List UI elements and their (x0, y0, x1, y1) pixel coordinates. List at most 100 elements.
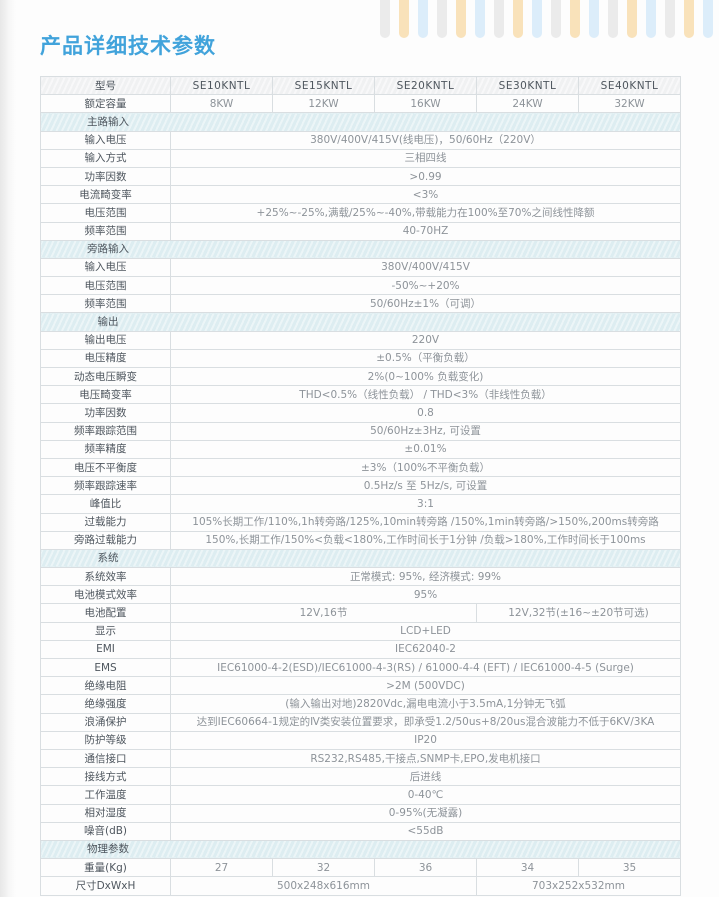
spec-label: 频率范围 (40, 294, 171, 314)
spec-label: EMS (40, 657, 171, 678)
section-cell: 输出 (40, 312, 681, 332)
spec-row: 频率跟踪速率 0.5Hz/s 至 5Hz/s, 可设置 (40, 476, 681, 496)
spec-row: 旁路过载能力 150%,长期工作/150%<负载<180%,工作时间长于1分钟 /… (40, 530, 681, 550)
spec-value: <55dB (170, 821, 681, 841)
spec-label: 频率跟踪速率 (40, 476, 171, 496)
spec-row: 功率因数 >0.99 (40, 166, 681, 187)
spec-value-left: 12V,16节 (170, 603, 477, 623)
spec-label: 相对湿度 (40, 803, 171, 823)
spec-value: 0-95%(无凝露) (170, 803, 681, 823)
model-header-cell: SE10KNTL (170, 75, 273, 96)
spec-value: >0.99 (170, 166, 681, 187)
spec-label: 通信接口 (40, 748, 171, 769)
spec-row: 频率精度 ±0.01% (40, 439, 681, 459)
spec-label: 频率精度 (40, 439, 171, 459)
spec-value: +25%~-25%,满载/25%~-40%,带载能力在100%至70%之间线性降… (170, 203, 681, 223)
spec-label: 系统效率 (40, 567, 171, 587)
section-cell: 系统 (40, 548, 681, 569)
spec-label: 频率跟踪范围 (40, 421, 171, 441)
spec-row: 输入电压 380V/400V/415V(线电压)，50/60Hz（220V） (40, 130, 681, 150)
spec-label: 工作温度 (40, 785, 171, 805)
spec-value: 40-70HZ (170, 221, 681, 241)
spec-row: 电压不平衡度 ±3%（100%不平衡负载） (40, 457, 681, 478)
decor-bar (551, 0, 561, 38)
spec-row: 电压范围 +25%~-25%,满载/25%~-40%,带载能力在100%至70%之… (40, 203, 681, 223)
spec-value: 0-40℃ (170, 785, 681, 805)
spec-row: 电压精度 ±0.5%（平衡负载） (40, 348, 681, 369)
spec-label: 动态电压瞬变 (40, 366, 171, 387)
decor-bar (494, 0, 504, 38)
spec-label: 绝缘电阻 (40, 676, 171, 696)
spec-value: <3% (170, 185, 681, 205)
section-label: 系统 (97, 552, 119, 565)
spec-label: 输入方式 (40, 148, 171, 168)
section-cell: 主路输入 (40, 112, 681, 132)
spec-row: EMS IEC61000-4-2(ESD)/IEC61000-4-3(RS) / … (40, 657, 681, 678)
model-header-label: 型号 (40, 75, 171, 96)
section-label: 旁路输入 (87, 243, 129, 256)
spec-value: ±3%（100%不平衡负载） (170, 457, 681, 478)
spec-value: 95% (170, 585, 681, 605)
spec-value: 3:1 (170, 494, 681, 514)
spec-label: 浪涌保护 (40, 712, 171, 732)
spec-label: 绝缘强度 (40, 694, 171, 714)
spec-label: 电池配置 (40, 603, 171, 623)
spec-value: 27 (170, 858, 273, 878)
spec-table-body: 型号 SE10KNTL SE15KNTL SE20KNTL SE30KNTL SE40KN… (40, 75, 681, 896)
spec-row: 频率范围 40-70HZ (40, 221, 681, 241)
spec-row: 电池模式效率 95% (40, 585, 681, 605)
spec-row-split: 电池配置 12V,16节 12V,32节(±16~±20节可选) (40, 603, 681, 623)
spec-row: 工作温度 0-40℃ (40, 785, 681, 805)
spec-label: 输入电压 (40, 257, 171, 278)
section-row: 主路输入 (40, 112, 681, 132)
spec-value: 8KW (170, 94, 273, 114)
spec-value: IP20 (170, 730, 681, 750)
spec-value: -50%~+20% (170, 276, 681, 296)
spec-value: 150%,长期工作/150%<负载<180%,工作时间长于1分钟 /负载>180… (170, 530, 681, 550)
spec-row: 系统效率 正常模式: 95%, 经济模式: 99% (40, 567, 681, 587)
spec-table: 型号 SE10KNTL SE15KNTL SE20KNTL SE30KNTL SE40KN… (40, 75, 681, 896)
model-header-cell: SE40KNTL (578, 75, 681, 96)
spec-row: EMI IEC62040-2 (40, 639, 681, 660)
decor-bar (627, 0, 637, 38)
spec-label: 功率因数 (40, 403, 171, 423)
model-header-cell: SE30KNTL (476, 75, 579, 96)
section-label: 物理参数 (87, 843, 129, 856)
spec-row-per-model: 额定容量 8KW 12KW 16KW 24KW 32KW (40, 94, 681, 114)
spec-value: 达到IEC60664-1规定的Ⅳ类安装位置要求，即承受1.2/50us+8/20… (170, 712, 681, 732)
spec-label: 电池模式效率 (40, 585, 171, 605)
page-edge-shade (0, 0, 16, 897)
spec-row: 显示 LCD+LED (40, 621, 681, 641)
spec-value: 0.8 (170, 403, 681, 423)
decor-bar (399, 0, 409, 38)
spec-label: 额定容量 (40, 94, 171, 114)
spec-value-left: 500x248x616mm (170, 876, 477, 896)
decor-bar (380, 0, 390, 38)
spec-row-split: 尺寸DxWxH 500x248x616mm 703x252x532mm (40, 876, 681, 896)
spec-row: 输入方式 三相四线 (40, 148, 681, 168)
spec-row: 噪音(dB) <55dB (40, 821, 681, 841)
spec-row: 绝缘强度 (输入输出对地)2820Vdc,漏电电流小于3.5mA,1分钟无飞弧 (40, 694, 681, 714)
decor-bar (684, 0, 694, 38)
spec-label: 重量(Kg) (40, 858, 171, 878)
spec-label: 电压范围 (40, 276, 171, 296)
spec-label: 电压范围 (40, 203, 171, 223)
spec-value-right: 12V,32节(±16~±20节可选) (476, 603, 681, 623)
spec-value: IEC62040-2 (170, 639, 681, 660)
decor-bar (532, 0, 542, 38)
section-label: 主路输入 (87, 115, 129, 128)
spec-row: 频率范围 50/60Hz±1%（可调） (40, 294, 681, 314)
spec-value-right: 703x252x532mm (476, 876, 681, 896)
spec-value: 2%(0~100% 负载变化) (170, 366, 681, 387)
spec-value: LCD+LED (170, 621, 681, 641)
spec-value: 正常模式: 95%, 经济模式: 99% (170, 567, 681, 587)
decor-stripe-pattern (380, 0, 713, 40)
spec-row: 频率跟踪范围 50/60Hz±3Hz, 可设置 (40, 421, 681, 441)
spec-value: 34 (476, 858, 579, 878)
section-cell: 旁路输入 (40, 239, 681, 259)
decor-bar (646, 0, 656, 38)
decor-bar (513, 0, 523, 38)
spec-label: 尺寸DxWxH (40, 876, 171, 896)
section-cell: 物理参数 (40, 839, 681, 860)
spec-value: ±0.01% (170, 439, 681, 459)
